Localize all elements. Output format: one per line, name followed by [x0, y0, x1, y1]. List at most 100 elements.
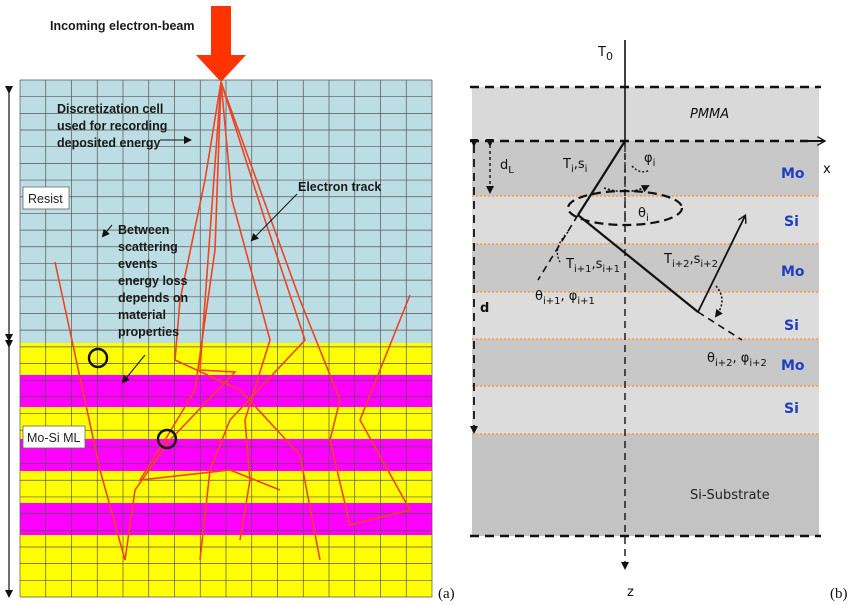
- ti-si-label: Ti,si: [562, 157, 587, 175]
- energy-loss-line-5: depends on: [118, 291, 188, 305]
- ti2-main: T: [663, 252, 672, 267]
- cell-label-line-1: Discretization cell: [57, 102, 163, 116]
- phi-i-label: φi: [644, 151, 655, 169]
- layer-label-si-2: Si: [784, 318, 799, 334]
- energy-loss-line-3: events: [118, 257, 158, 271]
- discretization-grid: [19, 79, 433, 598]
- ml-label-box: [22, 425, 86, 449]
- cell-pointer-2: [101, 224, 113, 238]
- theta-i-sub: i: [646, 213, 649, 224]
- electron-tracks: [54, 81, 412, 561]
- phi-i1-main: φ: [569, 289, 578, 304]
- energy-loss-label: Between scattering events energy loss de…: [118, 223, 192, 339]
- phi-i2-main: φ: [741, 351, 750, 366]
- mo-layer-1: [472, 141, 819, 196]
- ti1-si1-label: Ti+1,si+1: [565, 257, 620, 275]
- energy-loss-line-4: energy loss: [118, 274, 188, 288]
- theta-i1-comma: ,: [561, 289, 569, 304]
- ti1-main: T: [565, 257, 574, 272]
- electron-track-1: [174, 81, 321, 561]
- panel-b-label: (b): [830, 586, 848, 602]
- layer-label-mo-1: Mo: [781, 166, 805, 182]
- mo-layer-2: [472, 244, 819, 292]
- phi-i2-sub: i+2: [749, 358, 767, 369]
- si-layer-2: [472, 292, 819, 339]
- layer-label-si-3: Si: [784, 401, 799, 417]
- ti1-comma: ,: [591, 257, 595, 272]
- track-segment-3: [697, 216, 745, 313]
- theta-i2-sub: i+2: [715, 358, 733, 369]
- pmma-label: PMMA: [690, 107, 729, 122]
- theta-i-arc: [603, 185, 650, 193]
- pmma-layer: [472, 87, 819, 141]
- si-main: s: [578, 157, 585, 172]
- d-label: d: [480, 301, 489, 316]
- mo-layer-3: [472, 339, 819, 386]
- t0-label: T0: [597, 45, 613, 63]
- ti-main: T: [562, 157, 571, 172]
- theta-i-label: θi: [638, 206, 649, 224]
- energy-loss-line-6: material: [118, 308, 166, 322]
- si-sub: i: [585, 164, 588, 175]
- dl-subscript: L: [508, 165, 514, 176]
- electron-track-3: [199, 81, 306, 561]
- cell-label: Discretization cell used for recording d…: [57, 102, 171, 150]
- ti2-si2-label: Ti+2,si+2: [663, 252, 718, 270]
- phi-i-sub: i: [653, 158, 656, 169]
- substrate-label: Si-Substrate: [690, 488, 770, 503]
- x-label: x: [823, 162, 831, 177]
- electron-track-5: [220, 81, 412, 526]
- theta-phi-i1-label: θi+1, φi+1: [535, 289, 595, 307]
- panel-a: Incoming electron-beam Discretization ce…: [5, 6, 455, 602]
- ti2-sub: i+2: [672, 259, 690, 270]
- incoming-beam-arrow: [196, 6, 246, 82]
- cell-marker-1: [87, 347, 109, 369]
- phi-i1-sub: i+1: [577, 296, 595, 307]
- energy-loss-line-1: Between: [118, 223, 169, 237]
- panel-b: T0 PMMA x z dL d Mo Si Mo Si Mo Si Si-Su…: [470, 40, 848, 602]
- track-segment-2: [577, 214, 699, 313]
- si1-sub: i+1: [602, 264, 620, 275]
- layer-label-mo-2: Mo: [781, 264, 805, 280]
- theta-i1-main: θ: [535, 289, 543, 304]
- phi-i-main: φ: [644, 151, 653, 166]
- substrate-layer: [472, 434, 819, 536]
- cell-label-line-3: deposited energy: [57, 136, 161, 150]
- resist-label: Resist: [28, 192, 63, 206]
- beam-label: Incoming electron-beam: [50, 19, 194, 33]
- theta-i2-comma: ,: [733, 351, 741, 366]
- theta-i2-main: θ: [707, 351, 715, 366]
- t0-subscript: 0: [606, 50, 613, 63]
- cell-marker-2: [156, 428, 178, 450]
- electron-track-label: Electron track: [298, 180, 381, 194]
- ti2-comma: ,: [689, 252, 693, 267]
- si2-sub: i+2: [700, 259, 718, 270]
- si-layer-1: [472, 196, 819, 244]
- dl-main: d: [500, 158, 508, 173]
- si2-main: s: [694, 252, 701, 267]
- si-layer-3: [472, 386, 819, 434]
- extension-dash-2: [697, 311, 743, 341]
- dl-label: dL: [500, 158, 514, 176]
- ti-comma: ,: [574, 157, 578, 172]
- energy-loss-line-7: properties: [118, 325, 179, 339]
- theta-phi-i2-label: θi+2, φi+2: [707, 351, 767, 369]
- energy-loss-pointer: [121, 354, 146, 384]
- electron-track-4: [54, 81, 237, 561]
- phi-i2-arc: [714, 285, 723, 318]
- track-segment-1: [577, 140, 626, 216]
- z-label: z: [627, 585, 634, 600]
- ti-sub: i: [571, 164, 574, 175]
- panel-a-label: (a): [438, 586, 455, 602]
- resist-label-box: [22, 186, 70, 210]
- si1-main: s: [596, 257, 603, 272]
- energy-loss-line-2: scattering: [118, 240, 178, 254]
- t0-main: T: [597, 45, 606, 60]
- theta-i-main: θ: [638, 206, 646, 221]
- ti1-sub: i+1: [574, 264, 592, 275]
- extension-dash-1: [537, 214, 579, 281]
- layer-label-si-1: Si: [784, 214, 799, 230]
- ml-label: Mo-Si ML: [27, 431, 81, 445]
- electron-track-2: [220, 81, 271, 541]
